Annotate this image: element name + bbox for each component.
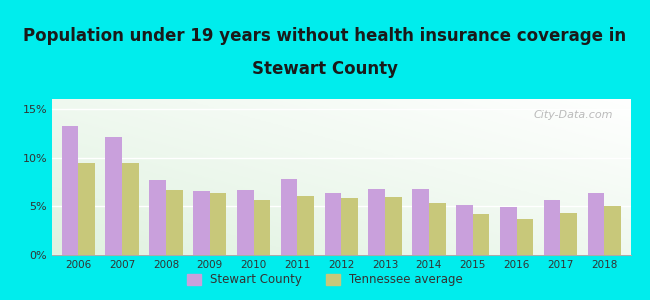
Bar [193, 191, 210, 255]
Bar [517, 219, 533, 255]
Bar [78, 163, 95, 255]
Bar [122, 163, 139, 255]
Bar [500, 207, 517, 255]
Bar [560, 213, 577, 255]
Bar [429, 203, 445, 255]
Bar [166, 190, 183, 255]
Bar [588, 193, 604, 255]
Text: Population under 19 years without health insurance coverage in: Population under 19 years without health… [23, 27, 627, 45]
Bar [385, 196, 402, 255]
Bar [341, 199, 358, 255]
Legend: Stewart County, Tennessee average: Stewart County, Tennessee average [182, 269, 468, 291]
Bar [105, 137, 122, 255]
Bar [150, 180, 166, 255]
Bar [298, 196, 314, 255]
Bar [543, 200, 560, 255]
Text: City-Data.com: City-Data.com [534, 110, 613, 120]
Bar [324, 193, 341, 255]
Bar [254, 200, 270, 255]
Bar [369, 189, 385, 255]
Bar [412, 189, 429, 255]
Bar [281, 179, 298, 255]
Bar [237, 190, 254, 255]
Bar [62, 126, 78, 255]
Bar [473, 214, 489, 255]
Bar [456, 205, 473, 255]
Text: Stewart County: Stewart County [252, 60, 398, 78]
Bar [210, 193, 226, 255]
Bar [604, 206, 621, 255]
